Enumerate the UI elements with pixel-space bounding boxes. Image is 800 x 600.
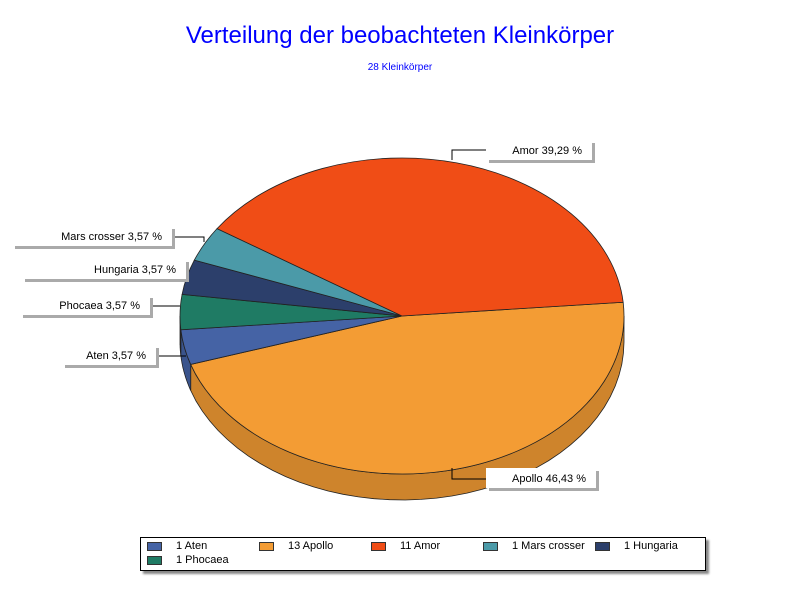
data-label: Mars crosser 3,57 % bbox=[61, 231, 162, 243]
legend-label: 13 Apollo bbox=[288, 540, 334, 552]
data-label: Apollo 46,43 % bbox=[512, 473, 586, 485]
legend-swatch bbox=[371, 542, 386, 551]
legend-label: 1 Phocaea bbox=[176, 554, 229, 566]
data-label: Phocaea 3,57 % bbox=[59, 300, 140, 312]
chart-subtitle: 28 Kleinkörper bbox=[367, 62, 433, 73]
data-label: Aten 3,57 % bbox=[86, 350, 146, 362]
legend-swatch bbox=[483, 542, 498, 551]
label-box bbox=[486, 468, 596, 488]
label-box bbox=[486, 140, 592, 160]
leader-line bbox=[172, 236, 205, 242]
legend-label: 1 Hungaria bbox=[624, 540, 678, 552]
pie-slice-apollo bbox=[190, 301, 625, 475]
legend-label: 11 Amor bbox=[400, 540, 441, 552]
leader-line bbox=[451, 149, 486, 160]
legend-label: 1 Mars crosser bbox=[512, 540, 585, 552]
legend-swatch bbox=[259, 542, 274, 551]
legend-swatch bbox=[147, 556, 162, 565]
label-box bbox=[62, 345, 156, 365]
label-box bbox=[22, 259, 186, 279]
label-box bbox=[12, 226, 172, 246]
leader-line bbox=[451, 468, 486, 480]
label-box bbox=[20, 295, 150, 315]
legend-swatch bbox=[595, 542, 610, 551]
chart-title: Verteilung der beobachteten Kleinkörper bbox=[185, 22, 615, 49]
legend: 1 Aten 13 Apollo 11 Amor 1 Mars crosser 1 Hu… bbox=[140, 537, 706, 571]
legend-label: 1 Aten bbox=[176, 540, 208, 552]
pie-slice-amor bbox=[216, 157, 624, 317]
data-label: Hungaria 3,57 % bbox=[94, 264, 176, 276]
legend-swatch bbox=[147, 542, 162, 551]
data-label: Amor 39,29 % bbox=[512, 145, 582, 157]
